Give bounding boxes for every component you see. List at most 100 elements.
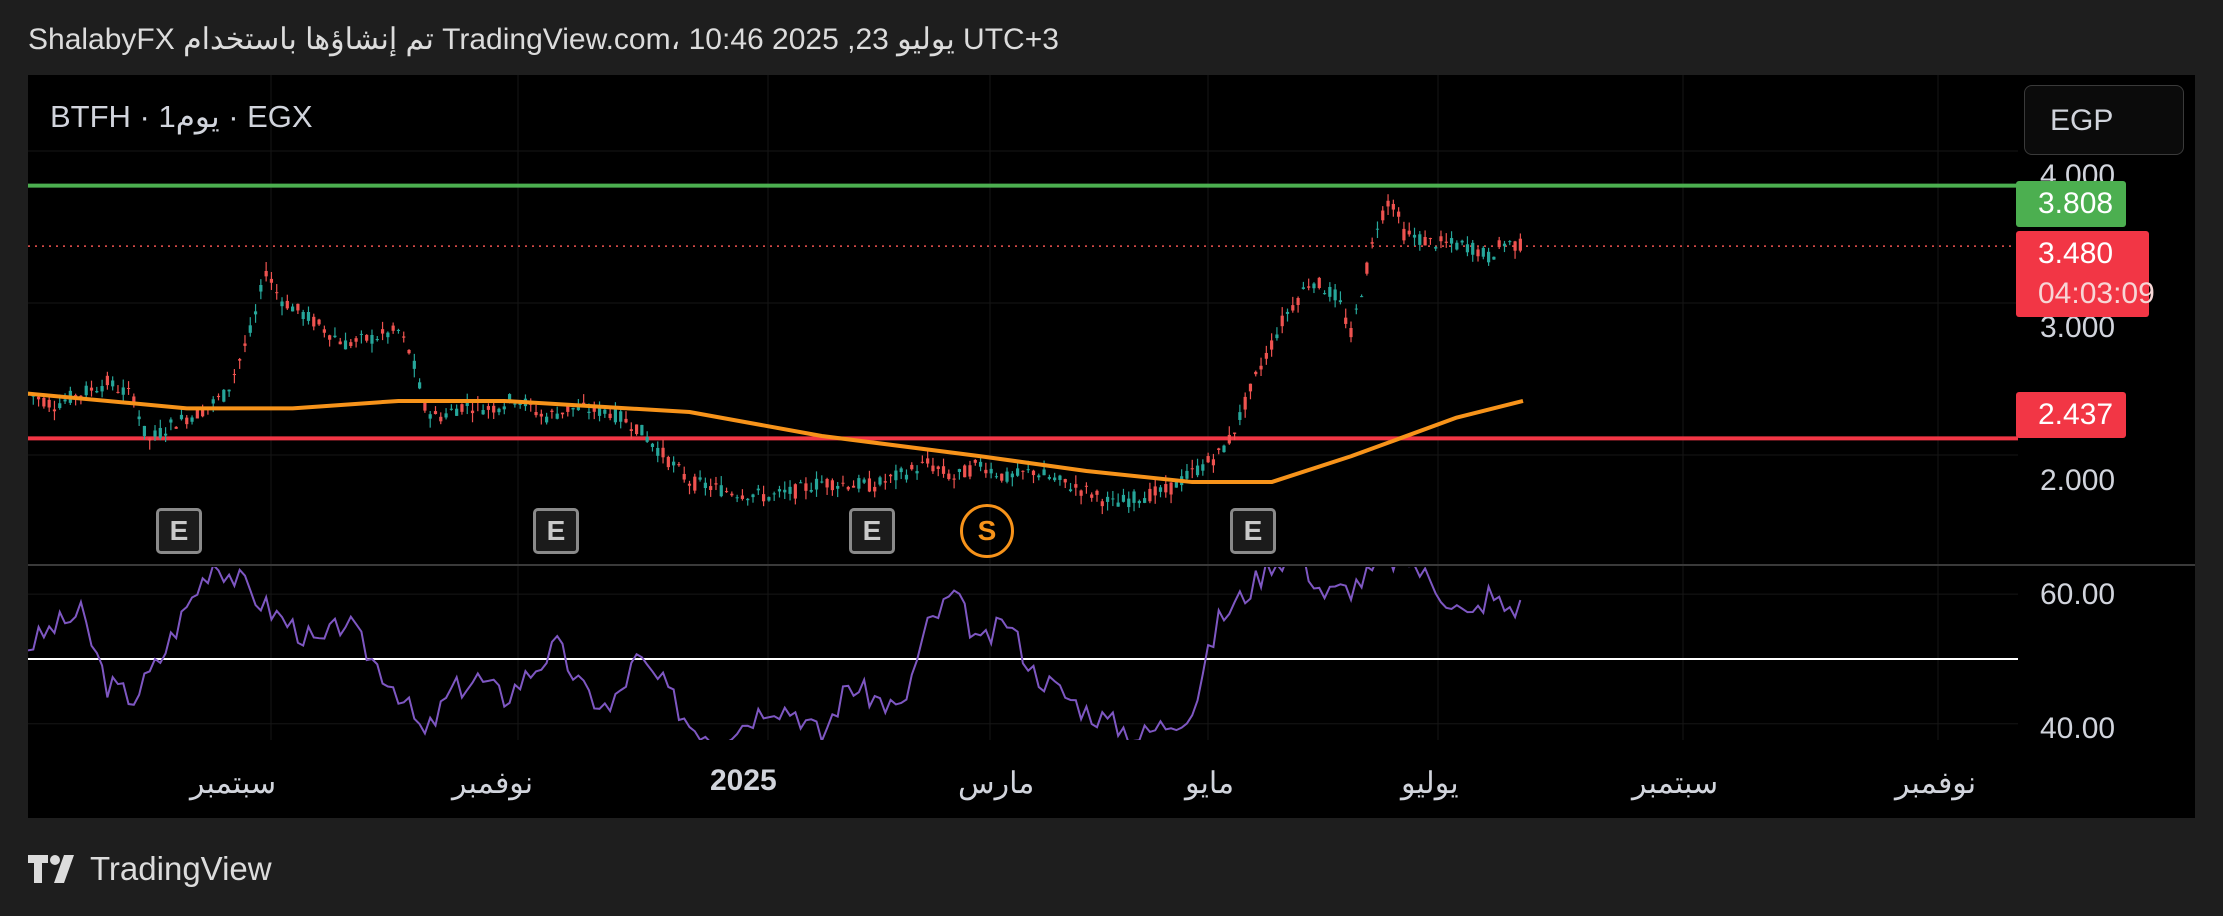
candle-body bbox=[1508, 241, 1512, 243]
candle-body bbox=[444, 413, 448, 418]
candle-body bbox=[1259, 365, 1263, 370]
earnings-event-icon[interactable]: E bbox=[1230, 508, 1276, 554]
candle-body bbox=[539, 413, 543, 417]
candle-body bbox=[756, 488, 760, 491]
candle-body bbox=[724, 491, 729, 493]
candle-body bbox=[793, 484, 797, 499]
rsi-line bbox=[28, 567, 1522, 740]
candle-body bbox=[957, 469, 961, 472]
candle-body bbox=[285, 300, 289, 309]
footer: TradingView bbox=[28, 850, 272, 888]
candle-body bbox=[677, 464, 681, 466]
chart-header: ShalabyFX تم إنشاؤها باستخدام TradingVie… bbox=[28, 23, 1059, 56]
candle-body bbox=[645, 436, 649, 442]
candle-body bbox=[714, 483, 718, 485]
candle-body bbox=[783, 489, 787, 493]
candle-body bbox=[560, 412, 565, 415]
candle-body bbox=[597, 406, 602, 416]
candle-body bbox=[486, 406, 491, 410]
candle-body bbox=[423, 402, 427, 411]
candle-body bbox=[931, 465, 935, 472]
candle-body bbox=[1333, 289, 1337, 301]
candle-body bbox=[788, 486, 792, 494]
candle-body bbox=[359, 333, 363, 335]
split-event-icon[interactable]: S bbox=[960, 504, 1014, 558]
candle-body bbox=[1169, 482, 1173, 495]
candle-body bbox=[978, 461, 983, 467]
candle-body bbox=[1100, 501, 1104, 507]
candle-body bbox=[137, 416, 141, 420]
candle-body bbox=[47, 399, 51, 408]
candle-body bbox=[1296, 298, 1300, 305]
candle-body bbox=[380, 329, 385, 334]
candle-body bbox=[545, 416, 549, 423]
candle-body bbox=[179, 414, 184, 420]
candle-body bbox=[735, 497, 739, 499]
chart-canvas[interactable] bbox=[28, 75, 2195, 818]
candle-body bbox=[338, 341, 342, 345]
candle-body bbox=[269, 278, 274, 283]
candle-body bbox=[1307, 286, 1311, 288]
candle-body bbox=[259, 284, 263, 292]
candle-body bbox=[1386, 200, 1390, 207]
candle-body bbox=[1111, 498, 1115, 500]
candle-body bbox=[396, 329, 401, 331]
candle-body bbox=[857, 478, 861, 489]
candle-body bbox=[1285, 311, 1290, 314]
candle-body bbox=[650, 443, 655, 447]
candle-body bbox=[814, 478, 819, 490]
candle-body bbox=[1381, 210, 1385, 221]
x-label-nov: نوفمبر bbox=[452, 767, 534, 800]
price-tick-2: 2.000 bbox=[2040, 464, 2116, 497]
candle-body bbox=[1301, 287, 1305, 289]
candle-body bbox=[1132, 491, 1136, 503]
candle-body bbox=[79, 395, 83, 397]
candle-body bbox=[126, 388, 131, 390]
candle-body bbox=[301, 312, 305, 319]
candle-body bbox=[291, 306, 295, 312]
earnings-event-icon[interactable]: E bbox=[533, 508, 579, 554]
candle-body bbox=[1423, 237, 1427, 246]
candle-body bbox=[947, 473, 951, 480]
candle-body bbox=[31, 395, 35, 397]
candle-body bbox=[1063, 479, 1067, 483]
candle-body bbox=[1254, 371, 1258, 375]
candle-body bbox=[1359, 296, 1364, 298]
candle-body bbox=[354, 338, 358, 342]
candle-body bbox=[1232, 432, 1237, 434]
candle-body bbox=[1412, 234, 1417, 238]
candle-body bbox=[867, 478, 872, 492]
candle-body bbox=[555, 413, 559, 419]
candle-body bbox=[746, 498, 750, 501]
candle-body bbox=[142, 425, 147, 437]
candle-body bbox=[391, 325, 395, 331]
earnings-event-icon[interactable]: E bbox=[156, 508, 202, 554]
candle-body bbox=[1370, 242, 1374, 244]
candle-body bbox=[275, 292, 279, 294]
candle-body bbox=[619, 411, 623, 422]
candle-body bbox=[1137, 500, 1141, 504]
candle-body bbox=[719, 485, 723, 497]
candle-body bbox=[507, 394, 512, 401]
candle-body bbox=[412, 360, 416, 369]
candle-body bbox=[243, 343, 247, 346]
candle-body bbox=[502, 406, 506, 410]
earnings-event-icon[interactable]: E bbox=[849, 508, 895, 554]
chart-panel[interactable]: BTFH · 1يوم · EGX EGP 4.000 3.000 2.000 … bbox=[28, 75, 2195, 818]
candle-body bbox=[566, 405, 570, 412]
candle-body bbox=[1455, 242, 1459, 250]
candle-body bbox=[751, 494, 755, 498]
candle-body bbox=[1000, 473, 1004, 481]
candle-body bbox=[899, 468, 903, 473]
candle-body bbox=[1317, 277, 1321, 289]
candle-body bbox=[1264, 352, 1268, 359]
candle-body bbox=[656, 447, 660, 456]
candle-body bbox=[1492, 256, 1496, 260]
candle-body bbox=[825, 478, 829, 488]
x-label-sep: سبتمبر bbox=[190, 767, 277, 800]
support-price-tag: 2.437 bbox=[2016, 392, 2126, 438]
currency-button[interactable]: EGP bbox=[2024, 85, 2184, 155]
candle-body bbox=[121, 387, 125, 395]
candle-body bbox=[36, 396, 41, 400]
candle-body bbox=[883, 481, 887, 483]
